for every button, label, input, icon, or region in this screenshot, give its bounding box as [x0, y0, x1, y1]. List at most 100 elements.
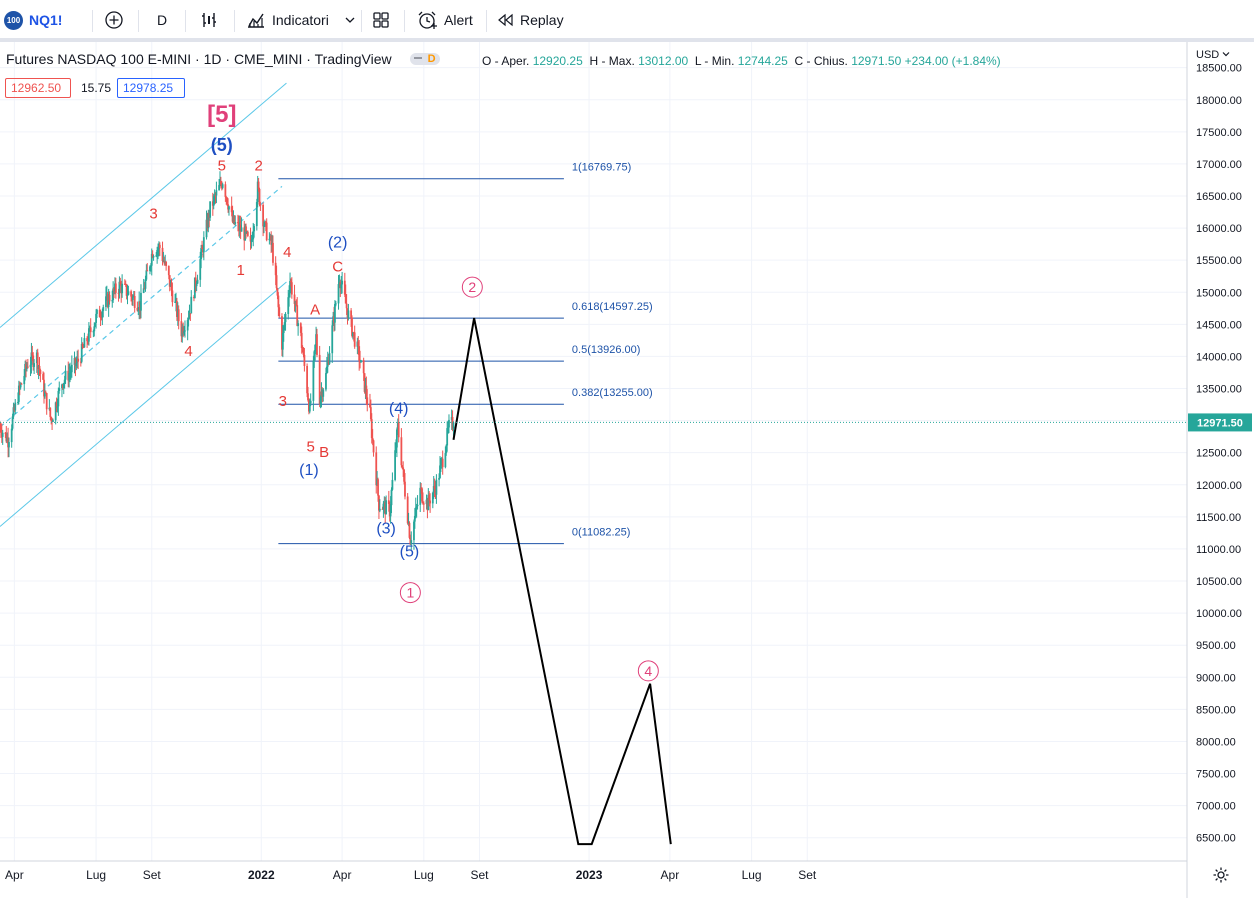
- candle-body: [30, 352, 33, 365]
- wave-circle-label: 4: [644, 663, 652, 679]
- price-tick-label: 7500.00: [1196, 769, 1236, 781]
- candle-body: [209, 201, 212, 218]
- candle-body: [68, 373, 71, 381]
- candle-body: [365, 385, 368, 398]
- toolbar-divider: [92, 10, 93, 32]
- candle-body: [441, 458, 444, 468]
- candle-body: [334, 303, 337, 305]
- candle-body: [337, 284, 340, 304]
- candle-body: [250, 240, 253, 242]
- candle-body: [17, 385, 20, 402]
- candle-body: [362, 360, 365, 374]
- candle-body: [446, 428, 449, 446]
- top-toolbar: 100 NQ1! D Indicatori: [0, 0, 1254, 42]
- candle-body: [8, 442, 10, 448]
- candle-body: [182, 327, 185, 334]
- candle-body: [155, 255, 158, 257]
- candle-body: [240, 227, 243, 232]
- candle-body: [301, 348, 304, 353]
- candle-body: [340, 284, 343, 289]
- candle-body: [445, 445, 448, 454]
- candle-body: [50, 417, 53, 421]
- candle-body: [130, 291, 133, 297]
- candle-body: [252, 231, 255, 240]
- channel-lower-line: [0, 281, 287, 527]
- wave-label: (2): [328, 234, 348, 251]
- candle-body: [170, 283, 173, 291]
- channel-upper-line: [0, 82, 287, 328]
- wave-label: B: [319, 444, 329, 461]
- replay-label: Replay: [520, 12, 564, 28]
- price-tick-label: 11000.00: [1196, 544, 1241, 556]
- alert-label: Alert: [444, 12, 473, 28]
- candle-body: [375, 452, 378, 486]
- candle-body: [416, 504, 419, 507]
- alert-button[interactable]: Alert: [416, 0, 473, 40]
- wave-label: (4): [389, 401, 409, 418]
- replay-button[interactable]: Replay: [496, 0, 564, 40]
- candle-body: [42, 374, 45, 380]
- candle-body: [306, 365, 308, 394]
- chart-canvas[interactable]: 6500.00 7000.00 7500.00 8000.00 8500.00 9000.…: [0, 42, 1254, 898]
- candle-body: [308, 403, 311, 412]
- candle-body: [142, 288, 145, 293]
- open-label: O - Aper.: [482, 54, 530, 68]
- candle-body: [80, 343, 83, 362]
- indicators-button[interactable]: Indicatori: [246, 0, 329, 40]
- candle-body: [325, 373, 327, 390]
- candle-body: [62, 383, 65, 388]
- wave-circle: [637, 660, 659, 682]
- candle-body: [214, 195, 217, 197]
- candle-body: [447, 427, 449, 429]
- candle-body: [394, 450, 396, 480]
- candle-body: [347, 310, 350, 319]
- price-tick-label: 16000.00: [1196, 223, 1242, 235]
- chevron-down-icon: [345, 17, 355, 23]
- candle-body: [58, 388, 61, 391]
- candle-body: [183, 331, 185, 334]
- wave-circle: [399, 582, 421, 604]
- candle-body: [372, 440, 375, 453]
- interval-button[interactable]: D: [157, 0, 167, 40]
- candle-body: [137, 310, 140, 312]
- candle-body: [422, 503, 425, 505]
- candle-body: [253, 226, 256, 232]
- candle-body: [12, 407, 15, 417]
- candle-body: [293, 294, 296, 304]
- price-tick-label: 9500.00: [1196, 640, 1236, 652]
- candle-body: [54, 402, 57, 421]
- chart-settings-button[interactable]: [1212, 866, 1230, 889]
- candle-body: [265, 222, 268, 241]
- buy-price-button[interactable]: 12978.25: [117, 78, 185, 98]
- candle-body: [219, 181, 222, 185]
- sell-price-button[interactable]: 12962.50: [5, 78, 71, 98]
- candle-body: [146, 270, 149, 272]
- favorites-dropdown[interactable]: [344, 0, 356, 40]
- currency-selector[interactable]: USD: [1196, 49, 1230, 61]
- time-tick-label: Set: [798, 868, 817, 882]
- candle-body: [98, 309, 101, 318]
- candle-body: [341, 280, 344, 285]
- candle-body: [370, 419, 373, 439]
- candle-body: [345, 303, 348, 309]
- close-value: 12971.50: [851, 54, 902, 68]
- candle-body: [212, 196, 215, 206]
- layouts-button[interactable]: [371, 0, 391, 40]
- chart-type-button[interactable]: [199, 0, 219, 40]
- candle-body: [136, 307, 139, 311]
- currency-label: USD: [1196, 49, 1220, 61]
- candle-body: [427, 494, 430, 511]
- candle-body: [278, 307, 281, 317]
- candle-body: [125, 284, 128, 296]
- candle-body: [189, 313, 192, 315]
- candle-body: [363, 373, 366, 392]
- candle-body: [63, 379, 66, 384]
- time-tick-label: Apr: [333, 868, 352, 882]
- symbol-search-button[interactable]: 100 NQ1!: [4, 0, 62, 40]
- current-price-marker: 12971.50: [0, 413, 1252, 432]
- candle-body: [5, 432, 8, 442]
- candle-body: [221, 184, 224, 188]
- candle-body: [244, 226, 247, 241]
- compare-symbol-button[interactable]: [104, 0, 124, 40]
- candle-body: [199, 259, 202, 280]
